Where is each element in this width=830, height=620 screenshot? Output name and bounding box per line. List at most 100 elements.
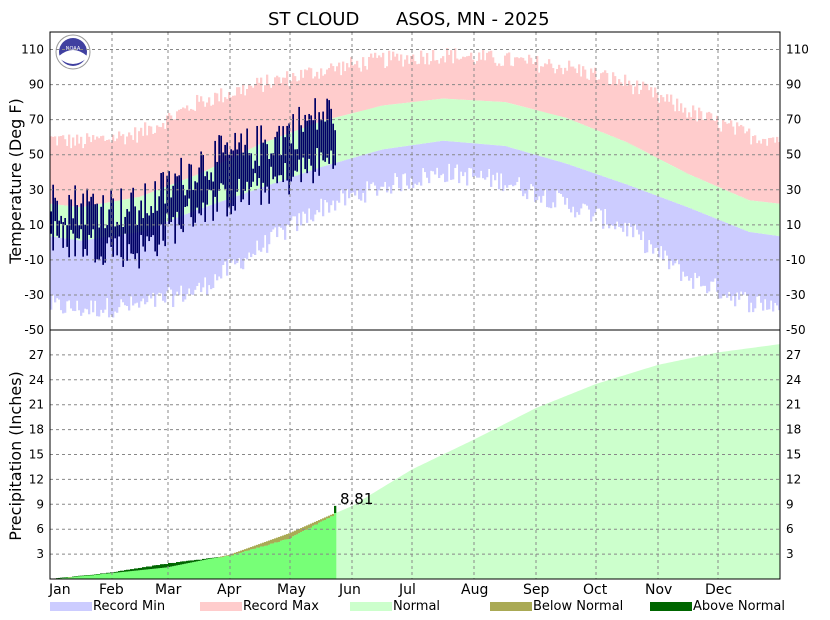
record-max-bar bbox=[446, 48, 449, 99]
record-min-bar bbox=[642, 190, 645, 232]
record-min-bar bbox=[134, 232, 137, 304]
observed-precip-bar bbox=[222, 557, 225, 579]
departure-bar bbox=[132, 569, 135, 571]
normal-bar bbox=[592, 128, 595, 173]
normal-bar bbox=[400, 103, 403, 147]
normal-bar bbox=[486, 101, 489, 145]
observed-precip-bar bbox=[88, 575, 91, 579]
plot-frame bbox=[49, 31, 781, 580]
record-max-bar bbox=[642, 81, 645, 151]
record-max-bar bbox=[584, 69, 587, 126]
normal-bar bbox=[474, 100, 477, 144]
record-max-bar bbox=[328, 67, 331, 120]
record-max-bar bbox=[572, 66, 575, 121]
departure-bar bbox=[136, 568, 139, 571]
departure-bar bbox=[266, 541, 269, 546]
observed-precip-bar bbox=[290, 538, 293, 579]
observed-temp-bar bbox=[88, 201, 90, 235]
temp-tick-right: 90 bbox=[786, 78, 801, 92]
record-max-bar bbox=[548, 59, 551, 114]
observed-precip-bar bbox=[78, 576, 81, 579]
record-max-bar bbox=[370, 53, 373, 109]
normal-bar bbox=[472, 100, 475, 144]
record-max-bar bbox=[126, 136, 129, 200]
record-max-bar bbox=[114, 141, 117, 202]
departure-bar bbox=[162, 564, 165, 568]
departure-bar bbox=[78, 575, 81, 577]
observed-precip-bar bbox=[188, 562, 191, 579]
record-max-bar bbox=[122, 134, 125, 200]
observed-precip-bar bbox=[138, 570, 141, 579]
observed-precip-bar bbox=[204, 559, 207, 579]
normal-bar bbox=[770, 202, 773, 235]
normal-bar bbox=[700, 179, 703, 213]
record-min-bar bbox=[692, 209, 695, 289]
record-max-bar bbox=[338, 62, 341, 117]
observed-precip-bar bbox=[320, 521, 323, 579]
observed-temp-bar bbox=[306, 120, 308, 174]
departure-bar bbox=[222, 556, 225, 558]
record-min-bar bbox=[192, 211, 195, 295]
record-min-bar bbox=[258, 188, 261, 251]
observed-precip-bar bbox=[242, 551, 245, 579]
departure-bar bbox=[86, 575, 89, 576]
normal-bar bbox=[380, 105, 383, 150]
observed-precip-bar bbox=[260, 546, 263, 579]
observed-precip-bar bbox=[248, 550, 251, 579]
departure-bar bbox=[232, 553, 235, 556]
record-min-bar bbox=[292, 176, 295, 217]
record-max-bar bbox=[530, 57, 533, 109]
record-max-bar bbox=[342, 61, 345, 116]
observed-precip-bar bbox=[158, 568, 161, 579]
record-max-bar bbox=[358, 67, 361, 112]
normal-bar bbox=[708, 183, 711, 216]
record-max-bar bbox=[698, 107, 701, 179]
record-min-bar bbox=[584, 170, 587, 205]
record-max-bar bbox=[376, 57, 379, 107]
record-max-bar bbox=[716, 115, 719, 187]
observed-precip-bar bbox=[332, 516, 335, 579]
departure-bar bbox=[160, 564, 163, 569]
observed-temp-bar bbox=[326, 98, 328, 158]
normal-bar bbox=[460, 99, 463, 143]
record-max-bar bbox=[216, 93, 219, 166]
observed-temp-bar bbox=[316, 129, 318, 149]
record-max-bar bbox=[590, 68, 593, 128]
record-max-bar bbox=[518, 58, 521, 106]
normal-bar bbox=[550, 114, 553, 160]
record-max-bar bbox=[306, 70, 309, 127]
temp-tick-right: 30 bbox=[786, 183, 801, 197]
record-max-bar bbox=[434, 60, 437, 100]
observed-precip-bar bbox=[148, 569, 151, 579]
departure-bar bbox=[226, 555, 229, 557]
normal-bar bbox=[574, 121, 577, 167]
record-min-bar bbox=[150, 227, 153, 299]
record-min-bar bbox=[290, 177, 293, 221]
record-min-bar bbox=[230, 198, 233, 263]
record-min-bar bbox=[366, 153, 369, 182]
normal-bar bbox=[744, 198, 747, 231]
normal-bar bbox=[632, 145, 635, 187]
observed-temp-bar bbox=[156, 210, 158, 257]
record-min-bar bbox=[146, 229, 149, 303]
record-max-bar bbox=[176, 111, 179, 183]
departure-bar bbox=[252, 546, 255, 549]
record-max-bar bbox=[286, 71, 289, 135]
normal-bar bbox=[364, 110, 367, 155]
record-min-bar bbox=[250, 191, 253, 258]
normal-bar bbox=[496, 101, 499, 146]
normal-bar bbox=[714, 185, 717, 219]
record-min-bar bbox=[636, 188, 639, 230]
observed-temp-bar bbox=[270, 153, 272, 167]
record-min-bar bbox=[456, 141, 459, 165]
observed-temp-bar bbox=[324, 121, 326, 162]
observed-precip-bar bbox=[86, 575, 89, 579]
observed-precip-bar bbox=[302, 531, 305, 579]
record-min-bar bbox=[210, 204, 213, 290]
record-max-bar bbox=[472, 59, 475, 101]
observed-temp-bar bbox=[100, 206, 102, 257]
departure-bar bbox=[216, 557, 219, 558]
normal-bar bbox=[616, 138, 619, 182]
normal-bar bbox=[710, 183, 713, 217]
record-max-bar bbox=[718, 127, 721, 188]
